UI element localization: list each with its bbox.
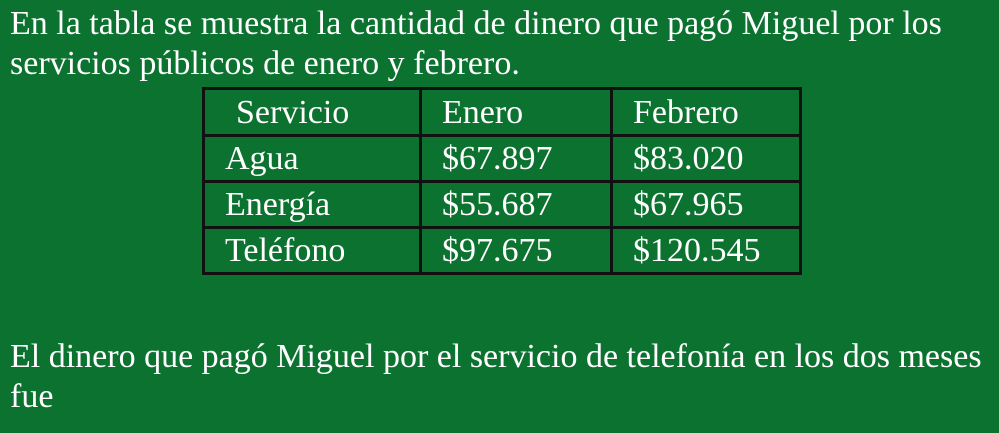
table-header: Servicio Enero Febrero <box>202 87 802 137</box>
january-amount-cell: $67.897 <box>419 134 613 183</box>
february-amount-cell: $120.545 <box>610 226 802 275</box>
service-name-cell: Agua <box>202 134 422 183</box>
table-header-row: Servicio Enero Febrero <box>202 87 802 137</box>
table-row: Agua $67.897 $83.020 <box>202 134 802 183</box>
january-amount-cell: $97.675 <box>419 226 613 275</box>
service-name-cell: Energía <box>202 180 422 229</box>
question-text: El dinero que pagó Miguel por el servici… <box>10 338 982 415</box>
header-enero: Enero <box>419 87 613 137</box>
table-row: Energía $55.687 $67.965 <box>202 180 802 229</box>
february-amount-cell: $67.965 <box>610 180 802 229</box>
service-name-cell: Teléfono <box>202 226 422 275</box>
january-amount-cell: $55.687 <box>419 180 613 229</box>
table-body: Agua $67.897 $83.020 Energía $55.687 $67… <box>202 134 802 275</box>
header-febrero: Febrero <box>610 87 802 137</box>
services-table: Servicio Enero Febrero Agua $67.897 $83.… <box>202 87 802 275</box>
february-amount-cell: $83.020 <box>610 134 802 183</box>
services-table-wrapper: Servicio Enero Febrero Agua $67.897 $83.… <box>202 87 802 275</box>
header-servicio: Servicio <box>202 87 422 137</box>
intro-text: En la tabla se muestra la cantidad de di… <box>10 5 942 82</box>
table-row: Teléfono $97.675 $120.545 <box>202 226 802 275</box>
